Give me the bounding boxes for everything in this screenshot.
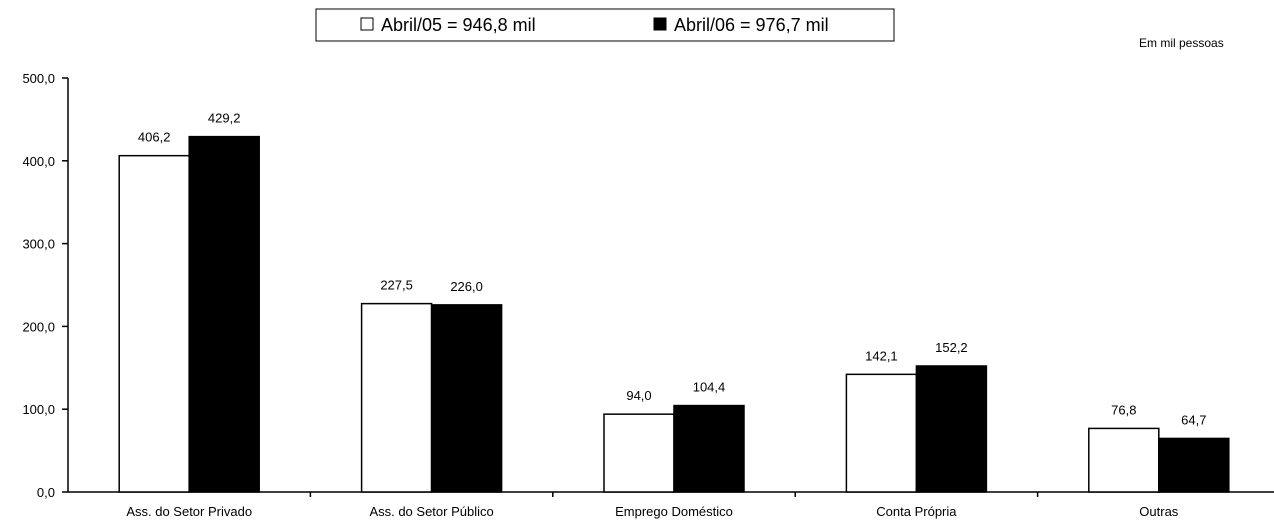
data-label-series-1: 227,5 xyxy=(380,278,413,293)
data-label-series-1: 142,1 xyxy=(865,348,898,363)
bars xyxy=(118,135,1230,493)
data-label-series-2: 152,2 xyxy=(935,340,968,355)
legend-label-series-1: Abril/05 = 946,8 mil xyxy=(381,15,536,35)
data-label-series-2: 64,7 xyxy=(1181,412,1206,427)
bar-series-1 xyxy=(360,302,433,493)
bar-series-1 xyxy=(603,413,675,493)
x-category-label: Conta Própria xyxy=(876,504,957,519)
bar-series-1 xyxy=(118,154,190,493)
x-category-label: Emprego Doméstico xyxy=(615,504,733,519)
x-category-label: Outras xyxy=(1139,504,1179,519)
data-label-series-2: 429,2 xyxy=(208,111,241,126)
bar-series-2 xyxy=(915,365,988,493)
data-label-series-2: 226,0 xyxy=(450,279,483,294)
unit-note: Em mil pessoas xyxy=(1139,36,1224,50)
legend-swatch-series-2 xyxy=(653,17,667,31)
legend-frame xyxy=(315,8,895,42)
x-ticks: Ass. do Setor Privado Ass. do Setor Públi… xyxy=(126,492,1179,519)
bar-series-2 xyxy=(673,404,745,493)
data-label-series-1: 76,8 xyxy=(1111,402,1136,417)
y-tick-label: 500,0 xyxy=(22,71,55,86)
bar-series-1 xyxy=(1088,427,1160,493)
y-tick-label: 200,0 xyxy=(22,319,55,334)
x-category-label: Ass. do Setor Privado xyxy=(126,504,252,519)
y-ticks: 0,0 100,0 200,0 300,0 400,0 500,0 xyxy=(22,71,68,500)
legend-swatch-series-1 xyxy=(360,17,374,31)
x-category-label: Ass. do Setor Público xyxy=(369,504,493,519)
bar-series-2 xyxy=(1158,437,1230,493)
legend: Abril/05 = 946,8 mil Abril/06 = 976,7 mi… xyxy=(315,8,895,42)
legend-label-series-2: Abril/06 = 976,7 mil xyxy=(674,15,829,35)
data-label-series-1: 94,0 xyxy=(626,388,651,403)
y-tick-label: 400,0 xyxy=(22,154,55,169)
bar-series-1 xyxy=(845,373,918,493)
y-tick-label: 100,0 xyxy=(22,402,55,417)
data-label-series-2: 104,4 xyxy=(693,380,726,395)
bar-series-2 xyxy=(430,304,503,493)
y-tick-label: 300,0 xyxy=(22,237,55,252)
y-tick-label: 0,0 xyxy=(37,485,55,500)
bar-series-2 xyxy=(188,135,260,493)
value-labels: 406,2 429,2 227,5 226,0 94,0 104,4 142,1 152,2 7… xyxy=(138,111,1207,428)
data-label-series-1: 406,2 xyxy=(138,130,171,145)
